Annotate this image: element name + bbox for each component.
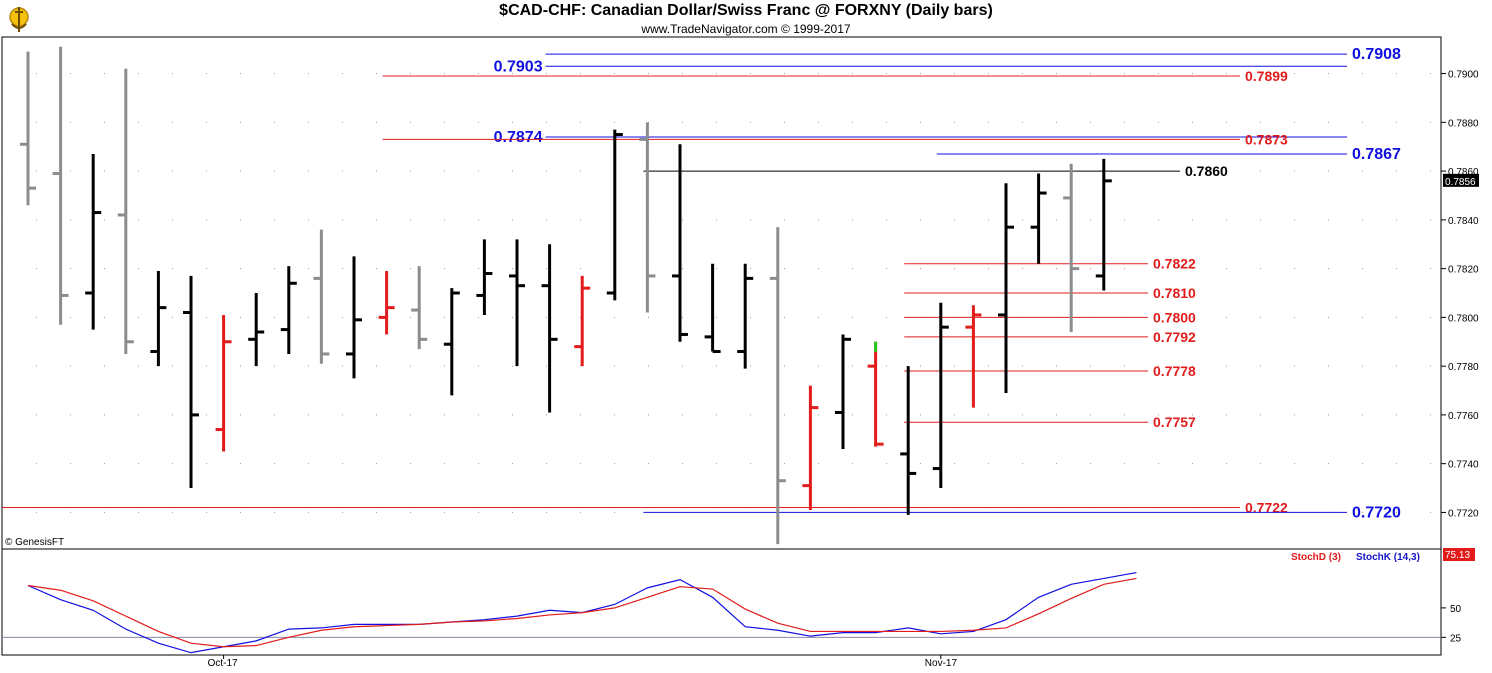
ohlc-bar-31 xyxy=(1030,173,1047,264)
ohlc-bar-19 xyxy=(639,122,656,313)
ohlc-bar-6 xyxy=(215,314,232,452)
ohlc-bar-32 xyxy=(1063,163,1080,333)
price-panel-border xyxy=(1,36,1442,550)
y-tick-label-8: 0.7880 xyxy=(1448,118,1479,129)
y-tick-label-2: 0.7760 xyxy=(1448,411,1479,422)
level-label-12: 0.7757 xyxy=(1153,414,1196,430)
ohlc-bar-25 xyxy=(835,334,851,450)
osc-last-value-label: 75.13 xyxy=(1445,550,1470,561)
x-tick-label-1: Nov-17 xyxy=(925,658,958,669)
osc-last-value-box xyxy=(1443,548,1475,561)
legend-stoch-d: StochD (3) xyxy=(1291,552,1341,563)
ohlc-bar-21 xyxy=(704,263,721,354)
ohlc-bar-29 xyxy=(965,305,982,408)
price-axis: 0.7720 0.7740 0.7760 0.7780 0.7800 0.7820 0.78… xyxy=(208,70,1479,669)
y-tick-label-4: 0.7800 xyxy=(1448,313,1479,324)
ohlc-bar-26 xyxy=(867,341,884,447)
ohlc-bar-24 xyxy=(802,385,819,510)
ohlc-bar-27 xyxy=(900,366,917,515)
y-tick-label-3: 0.7780 xyxy=(1448,362,1479,373)
last-price-box xyxy=(1443,173,1479,187)
y-tick-label-5: 0.7820 xyxy=(1448,265,1479,276)
ohlc-bar-8 xyxy=(280,266,297,354)
y-tick-label-7: 0.7860 xyxy=(1448,167,1479,178)
level-label-14: 0.7720 xyxy=(1352,504,1401,521)
level-label-6: 0.7860 xyxy=(1185,163,1228,179)
trade-navigator-logo xyxy=(4,4,34,34)
ohlc-bar-20 xyxy=(672,144,688,342)
level-label-13: 0.7722 xyxy=(1245,500,1288,516)
chart-subtitle: www.TradeNavigator.com © 1999-2017 xyxy=(641,22,851,36)
ohlc-bar-33 xyxy=(1095,158,1112,291)
chart-title: $CAD-CHF: Canadian Dollar/Swiss Franc @ … xyxy=(499,2,993,19)
price-levels: 0.7908 0.7903 0.7899 0.7874 0.7873 0.7867 0.78… xyxy=(2,46,1401,521)
level-label-3: 0.7874 xyxy=(494,129,543,146)
level-label-8: 0.7810 xyxy=(1153,285,1196,301)
y-tick-label-1: 0.7740 xyxy=(1448,460,1479,471)
level-label-0: 0.7908 xyxy=(1352,46,1401,63)
oscillator-panel-border xyxy=(1,548,1442,656)
ohlc-bar-15 xyxy=(509,239,525,367)
ohlc-bar-18 xyxy=(606,129,623,301)
ohlc-bar-9 xyxy=(313,229,330,364)
level-label-5: 0.7867 xyxy=(1352,146,1401,163)
ohlc-bar-0 xyxy=(20,51,36,206)
ohlc-bar-17 xyxy=(574,275,591,367)
osc-tick-label-0: 25 xyxy=(1450,633,1462,644)
chart-frame xyxy=(1,36,1442,656)
osc-tick-label-1: 50 xyxy=(1450,604,1462,615)
stochastic-panel: 25 50 StochD (3) StochK (14,3) 75.13 xyxy=(2,548,1475,654)
ohlc-bar-4 xyxy=(150,271,167,367)
copyright-label: © GenesisFT xyxy=(5,537,65,548)
ohlc-bar-10 xyxy=(346,256,362,379)
ohlc-bar-30 xyxy=(998,183,1014,393)
level-label-9: 0.7800 xyxy=(1153,309,1196,325)
x-tick-label-0: Oct-17 xyxy=(208,658,238,669)
price-bars xyxy=(20,46,1112,545)
level-label-7: 0.7822 xyxy=(1153,256,1196,272)
stoch-line-1 xyxy=(27,577,1137,648)
level-label-11: 0.7778 xyxy=(1153,363,1196,379)
y-tick-label-9: 0.7900 xyxy=(1448,70,1479,81)
ohlc-bar-12 xyxy=(411,266,428,350)
legend-stoch-k: StochK (14,3) xyxy=(1356,552,1420,563)
level-label-10: 0.7792 xyxy=(1153,329,1196,345)
y-tick-label-6: 0.7840 xyxy=(1448,216,1479,227)
ohlc-bar-7 xyxy=(248,293,265,367)
level-label-2: 0.7899 xyxy=(1245,68,1288,84)
ohlc-bar-11 xyxy=(378,271,395,335)
ohlc-bar-14 xyxy=(476,239,493,315)
ohlc-bar-2 xyxy=(85,154,102,330)
ohlc-bar-28 xyxy=(932,302,949,489)
ohlc-bar-13 xyxy=(443,288,460,396)
ohlc-bar-3 xyxy=(117,68,134,354)
ohlc-bar-23 xyxy=(769,227,786,545)
y-tick-label-0: 0.7720 xyxy=(1448,508,1479,519)
ohlc-bar-5 xyxy=(183,275,199,489)
level-label-1: 0.7903 xyxy=(494,58,543,75)
last-price-label: 0.7856 xyxy=(1445,177,1476,188)
ohlc-bar-16 xyxy=(541,244,558,413)
ohlc-bar-22 xyxy=(737,263,754,369)
level-label-4: 0.7873 xyxy=(1245,131,1288,147)
ohlc-bar-1 xyxy=(52,46,69,325)
